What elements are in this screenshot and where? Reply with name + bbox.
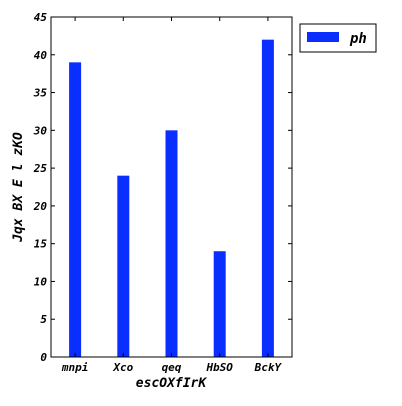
x-axis-label: escOXfIrK [136,376,208,391]
bar-HbSO [213,251,226,357]
bar-Xco [117,175,130,357]
y-tick-label-35: 35 [33,87,48,100]
y-tick-label-30: 30 [33,124,48,137]
x-tick-label-mnpi: mnpi [61,361,89,374]
y-tick-label-40: 40 [34,49,48,62]
bar-mnpi [69,62,82,357]
x-tick-labels: mnpi Xco qeq HbSO BckY [61,361,283,374]
bar-BckY [261,39,274,358]
legend-label-ph: ph [349,31,367,47]
y-tick-label-15: 15 [34,238,48,251]
y-tick-label-20: 20 [33,200,48,213]
y-tick-label-0: 0 [40,351,47,364]
y-tick-label-10: 10 [34,275,48,288]
bars-layer [69,39,274,358]
x-tick-label-BckY: BckY [254,361,283,374]
y-tick-label-45: 45 [34,11,48,24]
x-tick-label-qeq: qeq [162,361,182,374]
ticks-layer [51,16,292,358]
y-tick-labels: 0 5 10 15 20 25 30 35 40 45 [33,11,48,364]
bar-qeq [165,130,178,357]
y-tick-label-5: 5 [40,313,47,326]
y-axis-label: Jqx BX E l zKO [11,132,26,243]
legend: ph [299,23,377,53]
x-tick-label-Xco: Xco [112,361,133,374]
y-tick-label-25: 25 [33,162,48,175]
x-tick-label-HbSO: HbSO [205,361,233,374]
legend-swatch-ph [307,32,339,42]
plot-frame [50,16,293,358]
